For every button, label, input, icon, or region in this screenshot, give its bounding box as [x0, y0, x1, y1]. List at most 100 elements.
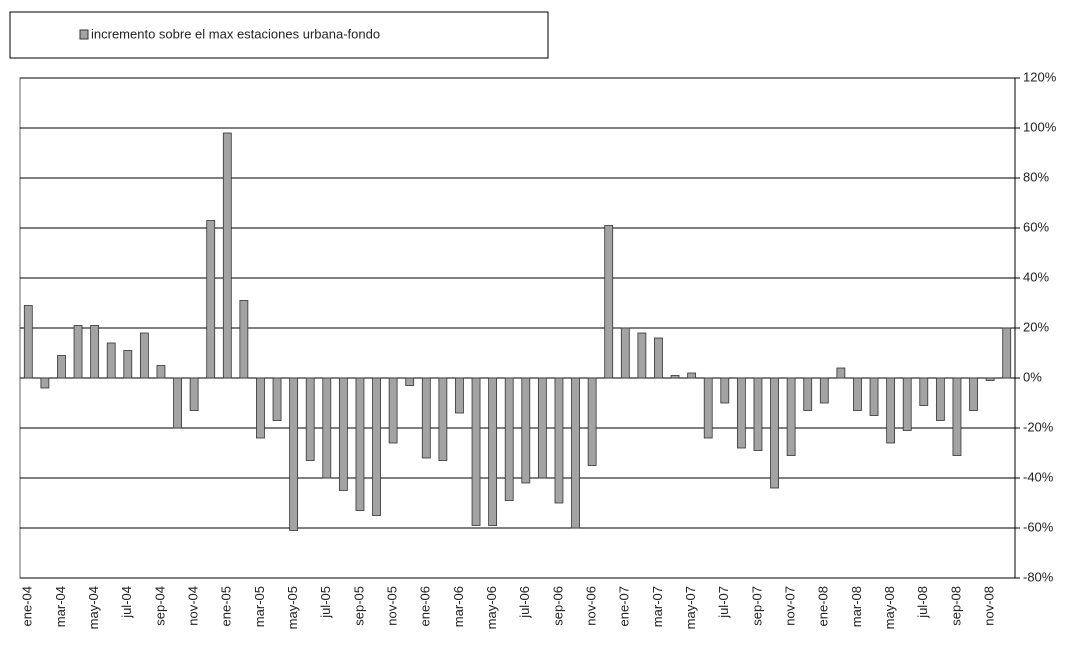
bar [803, 377, 813, 411]
bar [322, 377, 332, 479]
bar [421, 377, 431, 459]
bar [537, 377, 547, 479]
bar [637, 332, 647, 379]
x-tick-label: jul-06 [517, 586, 532, 619]
bar [736, 377, 746, 449]
bar [886, 377, 896, 444]
legend-box [9, 11, 549, 59]
bar [189, 377, 199, 411]
y-tick-label: -40% [1023, 469, 1054, 484]
bar [90, 325, 100, 379]
x-tick-label: may-04 [86, 586, 101, 629]
bar [985, 377, 995, 381]
x-tick-label: sep-07 [749, 586, 764, 626]
bar [222, 132, 232, 379]
bar [620, 327, 630, 379]
bar [471, 377, 481, 526]
bar [571, 377, 580, 529]
y-tick-label: -80% [1023, 569, 1054, 584]
bar [139, 332, 149, 379]
bar [40, 377, 50, 389]
x-tick-label: nov-05 [385, 586, 400, 626]
bar [57, 355, 66, 379]
legend-label: incremento sobre el max estaciones urban… [91, 26, 380, 41]
x-tick-label: sep-04 [152, 586, 167, 626]
bar [106, 342, 116, 379]
bar [853, 377, 862, 411]
bar [338, 377, 348, 491]
bar [952, 377, 962, 456]
x-tick-label: jul-04 [119, 586, 134, 619]
bar [488, 377, 498, 526]
bar [455, 377, 464, 414]
bar [703, 377, 713, 439]
bar [256, 377, 265, 439]
bar [521, 377, 531, 484]
y-tick-label: 60% [1023, 219, 1049, 234]
x-tick-label: may-05 [285, 586, 300, 629]
bar [405, 377, 415, 386]
bar [372, 377, 381, 516]
x-tick-label: ene-06 [418, 586, 433, 626]
legend-swatch [79, 29, 89, 40]
x-tick-label: mar-05 [252, 586, 267, 627]
bar [206, 220, 216, 379]
x-tick-label: may-08 [882, 586, 897, 629]
y-tick-label: 20% [1023, 319, 1049, 334]
bar [23, 305, 33, 379]
x-tick-label: may-06 [484, 586, 499, 629]
y-tick-label: -60% [1023, 519, 1054, 534]
bar [919, 377, 929, 406]
bar [554, 377, 564, 504]
x-tick-label: nov-07 [783, 586, 798, 626]
y-tick-label: -20% [1023, 419, 1054, 434]
x-tick-label: ene-07 [617, 586, 632, 626]
bar [770, 377, 779, 489]
bar [902, 377, 912, 431]
bar [969, 377, 978, 411]
y-tick-label: 100% [1023, 119, 1057, 134]
bar [604, 225, 614, 379]
bar [272, 377, 282, 421]
bar [654, 337, 663, 379]
bar [786, 377, 796, 456]
bar [670, 375, 680, 379]
bar [123, 350, 133, 379]
x-tick-label: sep-08 [948, 586, 963, 626]
x-tick-label: jul-05 [318, 586, 333, 619]
y-tick-label: 0% [1023, 369, 1042, 384]
bar [836, 367, 846, 379]
bar [438, 377, 448, 461]
bar [587, 377, 597, 466]
bar [289, 377, 299, 531]
x-tick-label: nov-06 [584, 586, 599, 626]
x-tick-label: jul-07 [716, 586, 731, 619]
y-tick-label: 120% [1023, 69, 1057, 84]
bar [687, 372, 697, 379]
bar [935, 377, 945, 421]
bar [388, 377, 398, 444]
x-tick-label: ene-05 [219, 586, 234, 626]
bar [305, 377, 315, 461]
y-tick-label: 40% [1023, 269, 1049, 284]
bar [504, 377, 514, 501]
x-tick-label: nov-08 [982, 586, 997, 626]
x-tick-label: mar-07 [650, 586, 665, 627]
bar [753, 377, 763, 451]
x-tick-label: mar-08 [849, 586, 864, 627]
x-tick-label: sep-05 [351, 586, 366, 626]
bar [173, 377, 182, 429]
bar [1002, 327, 1012, 379]
x-tick-label: mar-06 [451, 586, 466, 627]
x-tick-label: jul-08 [915, 586, 930, 619]
y-tick-label: 80% [1023, 169, 1049, 184]
bar [73, 325, 83, 379]
x-tick-label: may-07 [683, 586, 698, 629]
bar [355, 377, 365, 511]
x-tick-label: nov-04 [186, 586, 201, 626]
x-tick-label: sep-06 [550, 586, 565, 626]
bar [869, 377, 879, 416]
x-tick-label: ene-08 [816, 586, 831, 626]
x-tick-label: ene-04 [20, 586, 35, 626]
bar [819, 377, 829, 404]
